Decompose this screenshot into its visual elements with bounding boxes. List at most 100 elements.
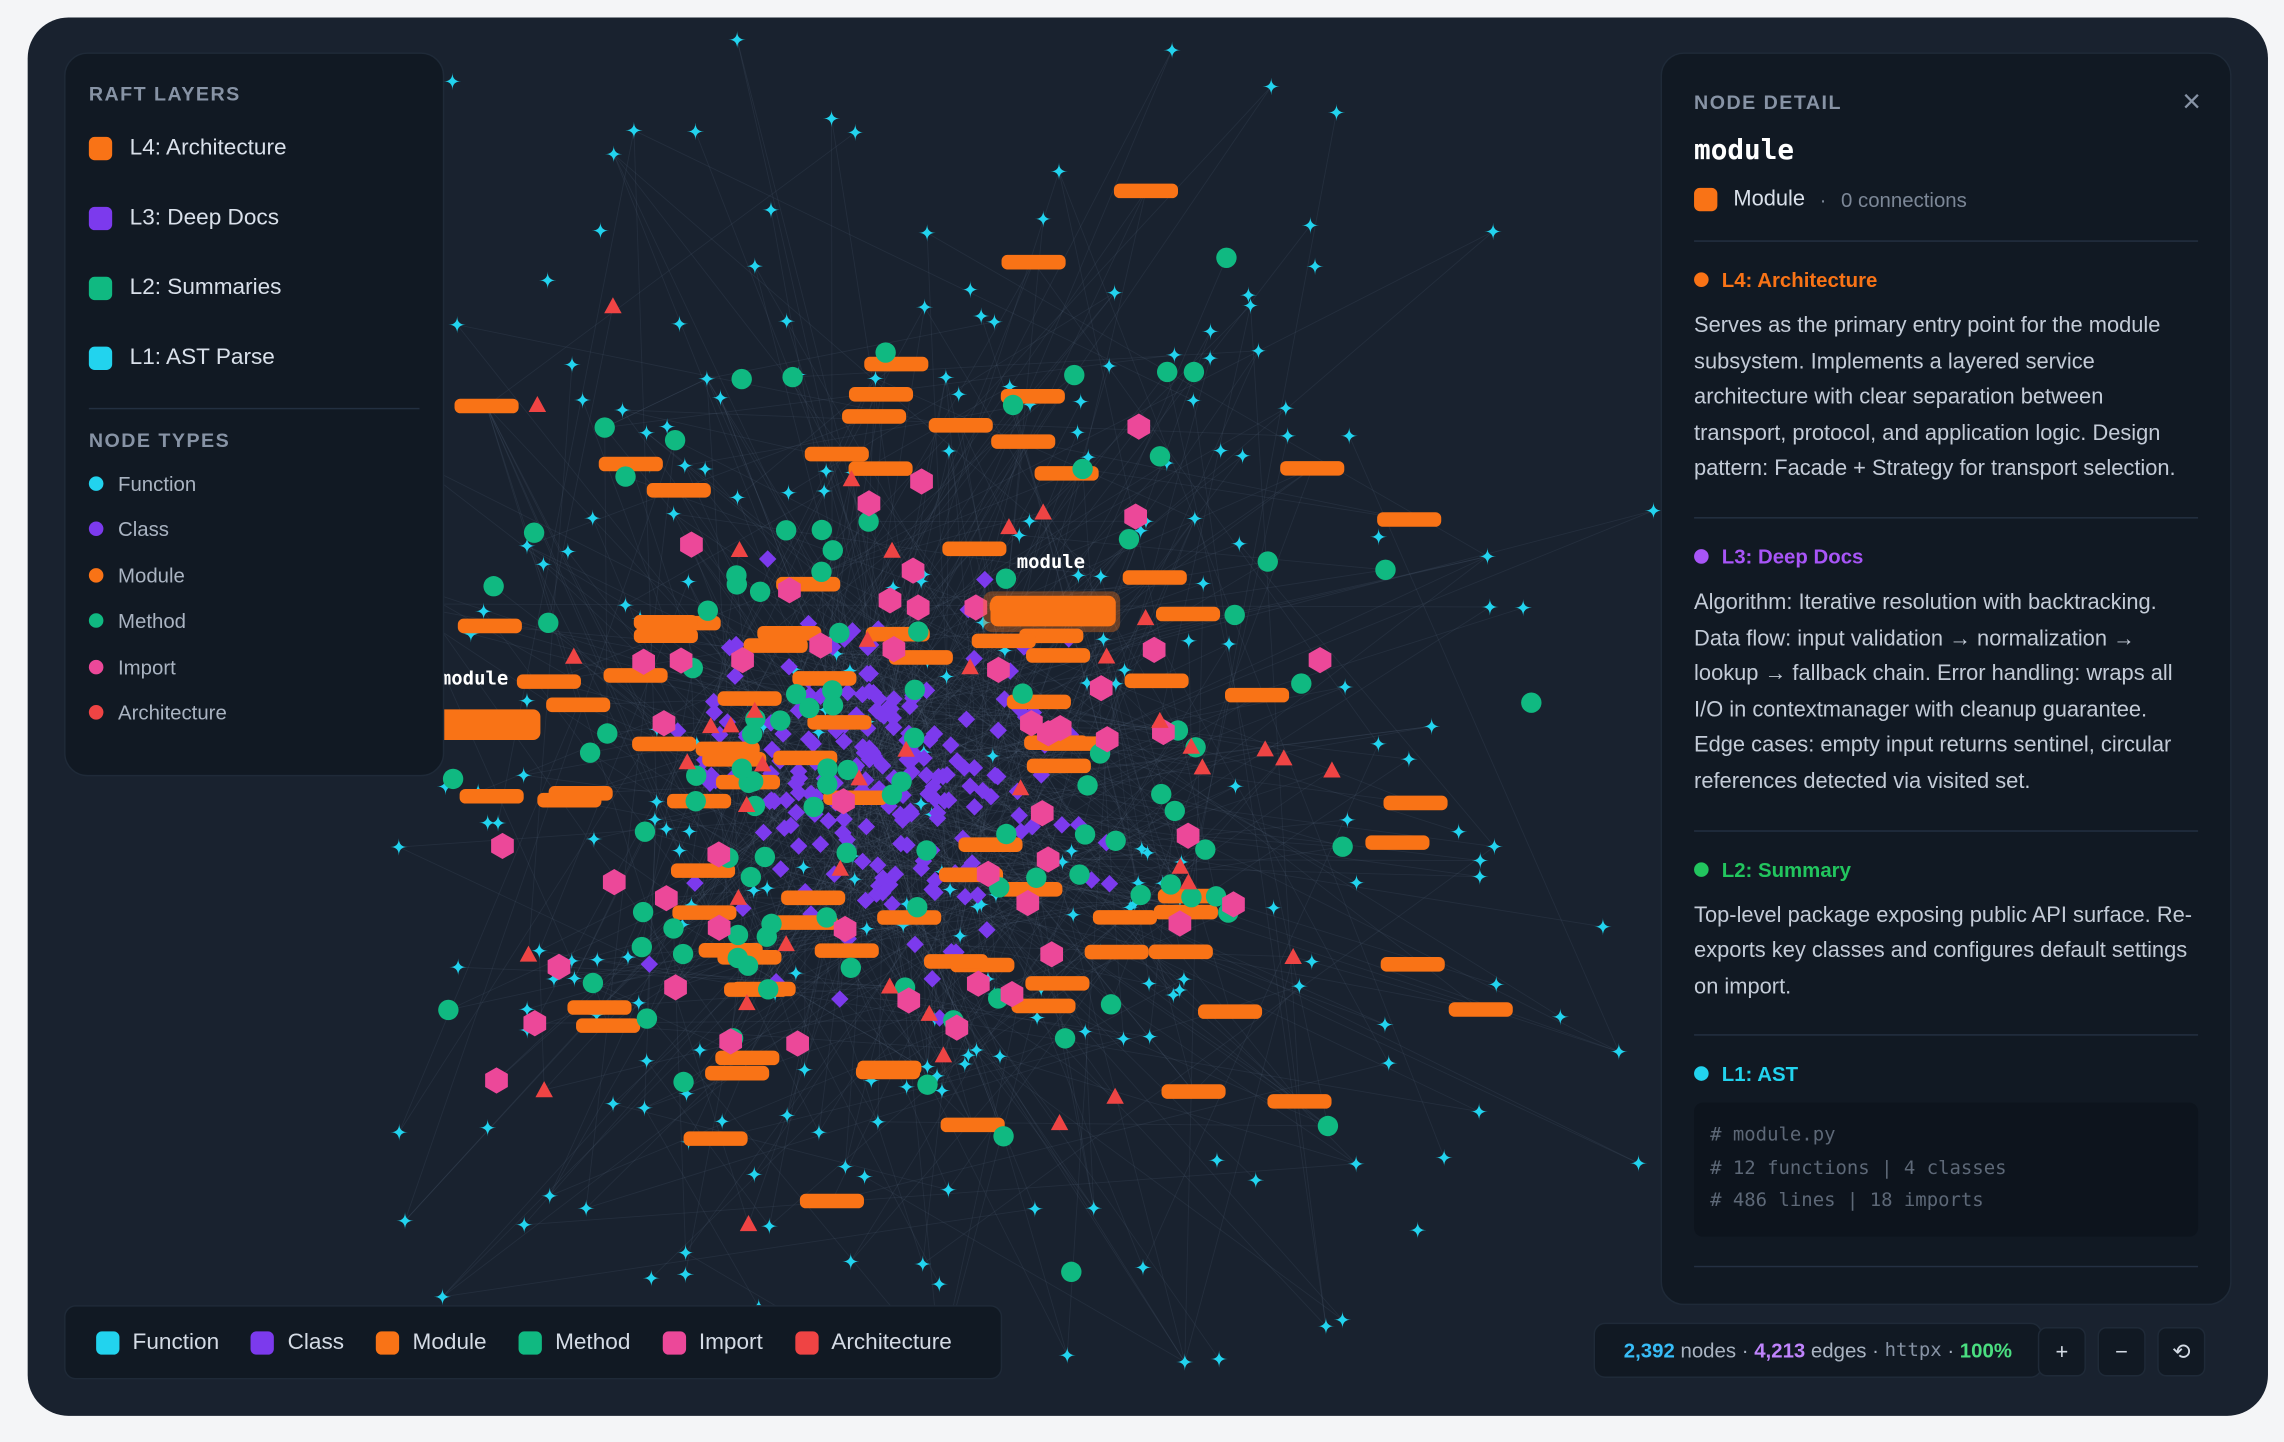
graph-node[interactable]	[1068, 423, 1087, 442]
selected-node[interactable]	[990, 595, 1116, 627]
graph-node[interactable]	[809, 723, 828, 742]
graph-node[interactable]	[603, 668, 668, 683]
graph-node[interactable]	[1470, 1102, 1488, 1121]
graph-node[interactable]	[976, 860, 1000, 887]
graph-node[interactable]	[1107, 674, 1125, 693]
graph-node[interactable]	[920, 1004, 939, 1021]
graph-node[interactable]	[745, 1165, 764, 1184]
graph-node[interactable]	[1306, 257, 1324, 276]
graph-node[interactable]	[928, 418, 993, 433]
graph-node[interactable]	[670, 315, 689, 333]
graph-node[interactable]	[534, 555, 553, 574]
graph-node[interactable]	[1471, 851, 1489, 870]
graph-node[interactable]	[833, 915, 857, 943]
graph-node[interactable]	[963, 854, 981, 872]
graph-node[interactable]	[585, 830, 603, 848]
graph-node[interactable]	[1050, 162, 1068, 181]
graph-node[interactable]	[1149, 446, 1171, 467]
graph-node[interactable]	[940, 442, 958, 460]
graph-node[interactable]	[686, 765, 707, 786]
graph-node[interactable]	[1267, 1094, 1332, 1109]
graph-node[interactable]	[1129, 874, 1147, 892]
graph-node[interactable]	[729, 888, 748, 905]
graph-node[interactable]	[815, 482, 833, 500]
graph-node[interactable]	[861, 664, 880, 683]
graph-node[interactable]	[939, 1181, 958, 1199]
graph-node[interactable]	[968, 897, 987, 916]
graph-node[interactable]	[967, 1041, 986, 1059]
graph-node[interactable]	[934, 1046, 953, 1063]
graph-node[interactable]	[743, 638, 808, 653]
graph-node[interactable]	[1020, 512, 1039, 530]
graph-node[interactable]	[785, 683, 807, 705]
graph-node[interactable]	[664, 505, 683, 523]
graph-node[interactable]	[616, 596, 635, 614]
graph-node[interactable]	[705, 1065, 770, 1081]
graph-node[interactable]	[1165, 346, 1184, 364]
graph-node[interactable]	[1208, 1151, 1226, 1170]
graph-node[interactable]	[869, 1113, 887, 1131]
graph-node[interactable]	[1025, 976, 1090, 991]
graph-node[interactable]	[1131, 522, 1150, 540]
graph-node[interactable]	[1124, 673, 1189, 689]
graph-node[interactable]	[787, 964, 805, 982]
graph-node[interactable]	[976, 570, 994, 589]
graph-node[interactable]	[878, 587, 902, 614]
graph-node[interactable]	[633, 628, 698, 644]
graph-node[interactable]	[537, 792, 602, 808]
graph-node[interactable]	[1383, 795, 1448, 811]
graph-node[interactable]	[822, 680, 843, 701]
graph-node[interactable]	[880, 977, 899, 994]
graph-node[interactable]	[778, 577, 801, 604]
graph-node[interactable]	[1105, 284, 1124, 302]
graph-node[interactable]	[696, 460, 714, 478]
graph-node[interactable]	[1161, 1084, 1226, 1099]
graph-node[interactable]	[565, 647, 583, 664]
graph-node[interactable]	[984, 747, 1002, 765]
graph-node[interactable]	[786, 1030, 809, 1057]
graph-node[interactable]	[1012, 683, 1033, 704]
graph-node[interactable]	[850, 769, 868, 786]
graph-node[interactable]	[632, 901, 654, 923]
graph-node[interactable]	[789, 837, 808, 855]
graph-node[interactable]	[588, 951, 607, 969]
graph-node[interactable]	[523, 1010, 547, 1037]
graph-node[interactable]	[579, 742, 601, 763]
graph-node[interactable]	[745, 881, 763, 900]
graph-node[interactable]	[961, 280, 980, 299]
graph-node[interactable]	[1054, 1028, 1076, 1049]
graph-node[interactable]	[491, 832, 514, 860]
graph-node[interactable]	[816, 907, 837, 928]
graph-node[interactable]	[1151, 711, 1169, 728]
graph-node[interactable]	[777, 312, 796, 330]
graph-node[interactable]	[811, 519, 833, 541]
graph-node[interactable]	[1026, 1199, 1044, 1218]
graph-node[interactable]	[831, 859, 850, 876]
graph-node[interactable]	[1184, 391, 1203, 410]
graph-node[interactable]	[897, 1078, 916, 1096]
graph-node[interactable]	[924, 778, 942, 796]
graph-node[interactable]	[860, 739, 879, 758]
graph-node[interactable]	[538, 612, 559, 634]
graph-node[interactable]	[1168, 910, 1192, 937]
graph-node[interactable]	[848, 461, 913, 476]
graph-node[interactable]	[787, 803, 806, 822]
graph-node[interactable]	[604, 145, 623, 163]
graph-node[interactable]	[857, 490, 881, 517]
graph-node[interactable]	[1011, 998, 1076, 1014]
graph-node[interactable]	[1100, 875, 1119, 893]
graph-node[interactable]	[1016, 889, 1040, 917]
graph-node[interactable]	[1134, 1258, 1152, 1277]
graph-node[interactable]	[1122, 570, 1187, 585]
graph-node[interactable]	[961, 658, 979, 675]
graph-node[interactable]	[518, 691, 536, 710]
graph-node[interactable]	[907, 896, 928, 918]
graph-node[interactable]	[1113, 183, 1179, 199]
graph-node[interactable]	[1074, 824, 1096, 845]
graph-node[interactable]	[781, 890, 846, 906]
graph-node[interactable]	[707, 841, 731, 868]
graph-node[interactable]	[1084, 944, 1149, 960]
graph-node[interactable]	[855, 1064, 921, 1080]
type-row[interactable]: Import	[88, 644, 420, 690]
layer-row[interactable]: L1: AST Parse	[88, 323, 420, 393]
